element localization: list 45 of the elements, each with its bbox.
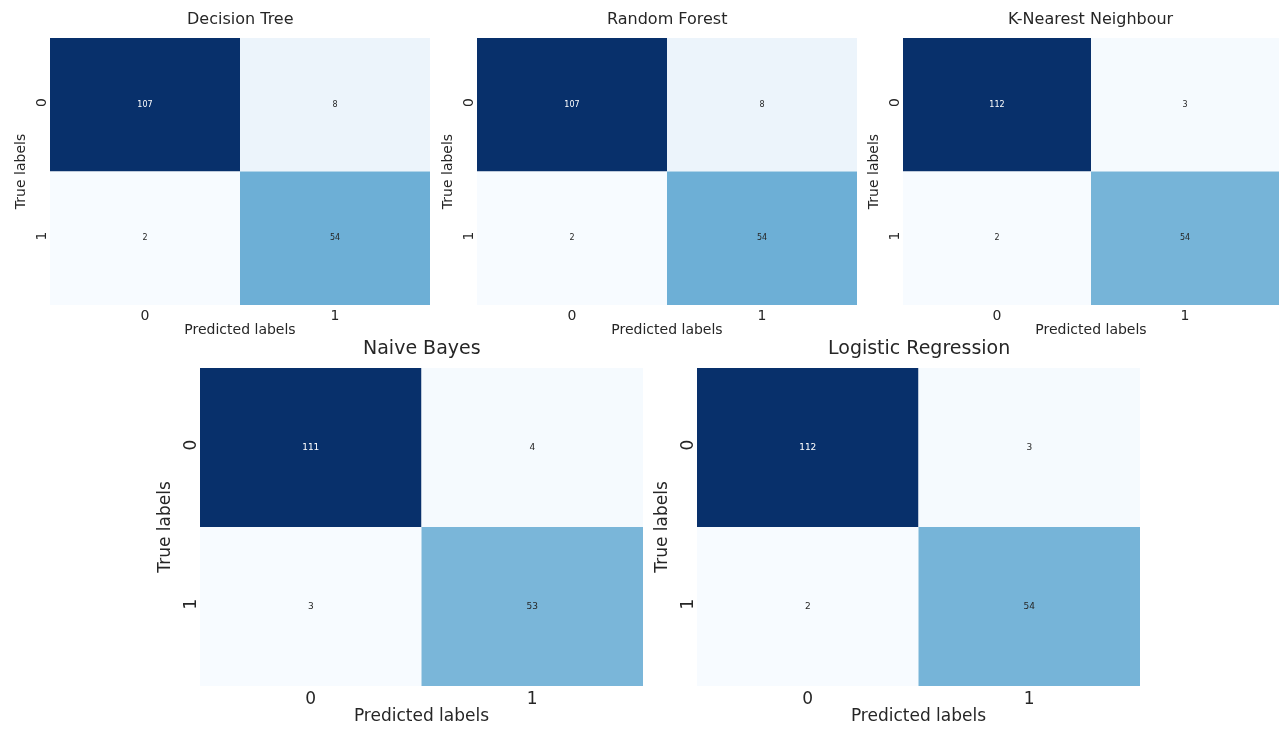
data-label: 54	[329, 233, 341, 243]
y-axis-title: True labels	[11, 133, 28, 211]
x-tick-label: 1	[330, 307, 340, 323]
x-tick-label: 1	[526, 688, 538, 708]
y-axis-title: True labels	[154, 481, 175, 574]
x-tick-label: 0	[140, 307, 150, 323]
data-label: 2	[569, 233, 575, 243]
chart-title: Logistic Regression	[828, 336, 1011, 358]
data-label: 2	[804, 600, 811, 611]
chart-title: Naive Bayes	[363, 336, 481, 358]
chart-title: Random Forest	[607, 9, 728, 28]
data-label: 8	[759, 99, 765, 109]
data-label: 54	[1179, 233, 1191, 243]
data-label: 107	[564, 99, 580, 109]
data-label: 111	[302, 441, 320, 452]
data-label: 112	[989, 99, 1005, 109]
data-label: 54	[1023, 600, 1036, 611]
x-axis-title: Predicted labels	[1035, 321, 1147, 338]
y-axis-title: True labels	[864, 133, 881, 211]
data-label: 3	[1182, 99, 1188, 109]
x-axis-title: Predicted labels	[184, 321, 296, 338]
x-tick-label: 1	[1180, 307, 1190, 323]
x-axis-title: Predicted labels	[353, 705, 490, 726]
x-tick-label: 0	[305, 688, 317, 708]
x-axis-title: Predicted labels	[850, 705, 987, 726]
data-label: 2	[994, 233, 1000, 243]
x-tick-label: 1	[1023, 688, 1035, 708]
data-label: 54	[756, 233, 768, 243]
x-tick-label: 1	[757, 307, 767, 323]
chart-title: K-Nearest Neighbour	[1008, 9, 1174, 28]
x-tick-label: 0	[992, 307, 1002, 323]
x-tick-label: 0	[802, 688, 814, 708]
data-label: 8	[332, 99, 338, 109]
data-label: 3	[1026, 441, 1033, 452]
x-axis-title: Predicted labels	[611, 321, 723, 338]
x-tick-label: 0	[567, 307, 577, 323]
data-label: 107	[137, 99, 153, 109]
data-label: 2	[142, 233, 148, 243]
data-label: 3	[307, 600, 314, 611]
chart-title: Decision Tree	[187, 9, 294, 28]
data-label: 53	[526, 600, 538, 611]
y-axis-title: True labels	[651, 481, 672, 574]
data-label: 112	[799, 441, 817, 452]
data-label: 4	[529, 441, 536, 452]
y-axis-title: True labels	[438, 133, 455, 211]
